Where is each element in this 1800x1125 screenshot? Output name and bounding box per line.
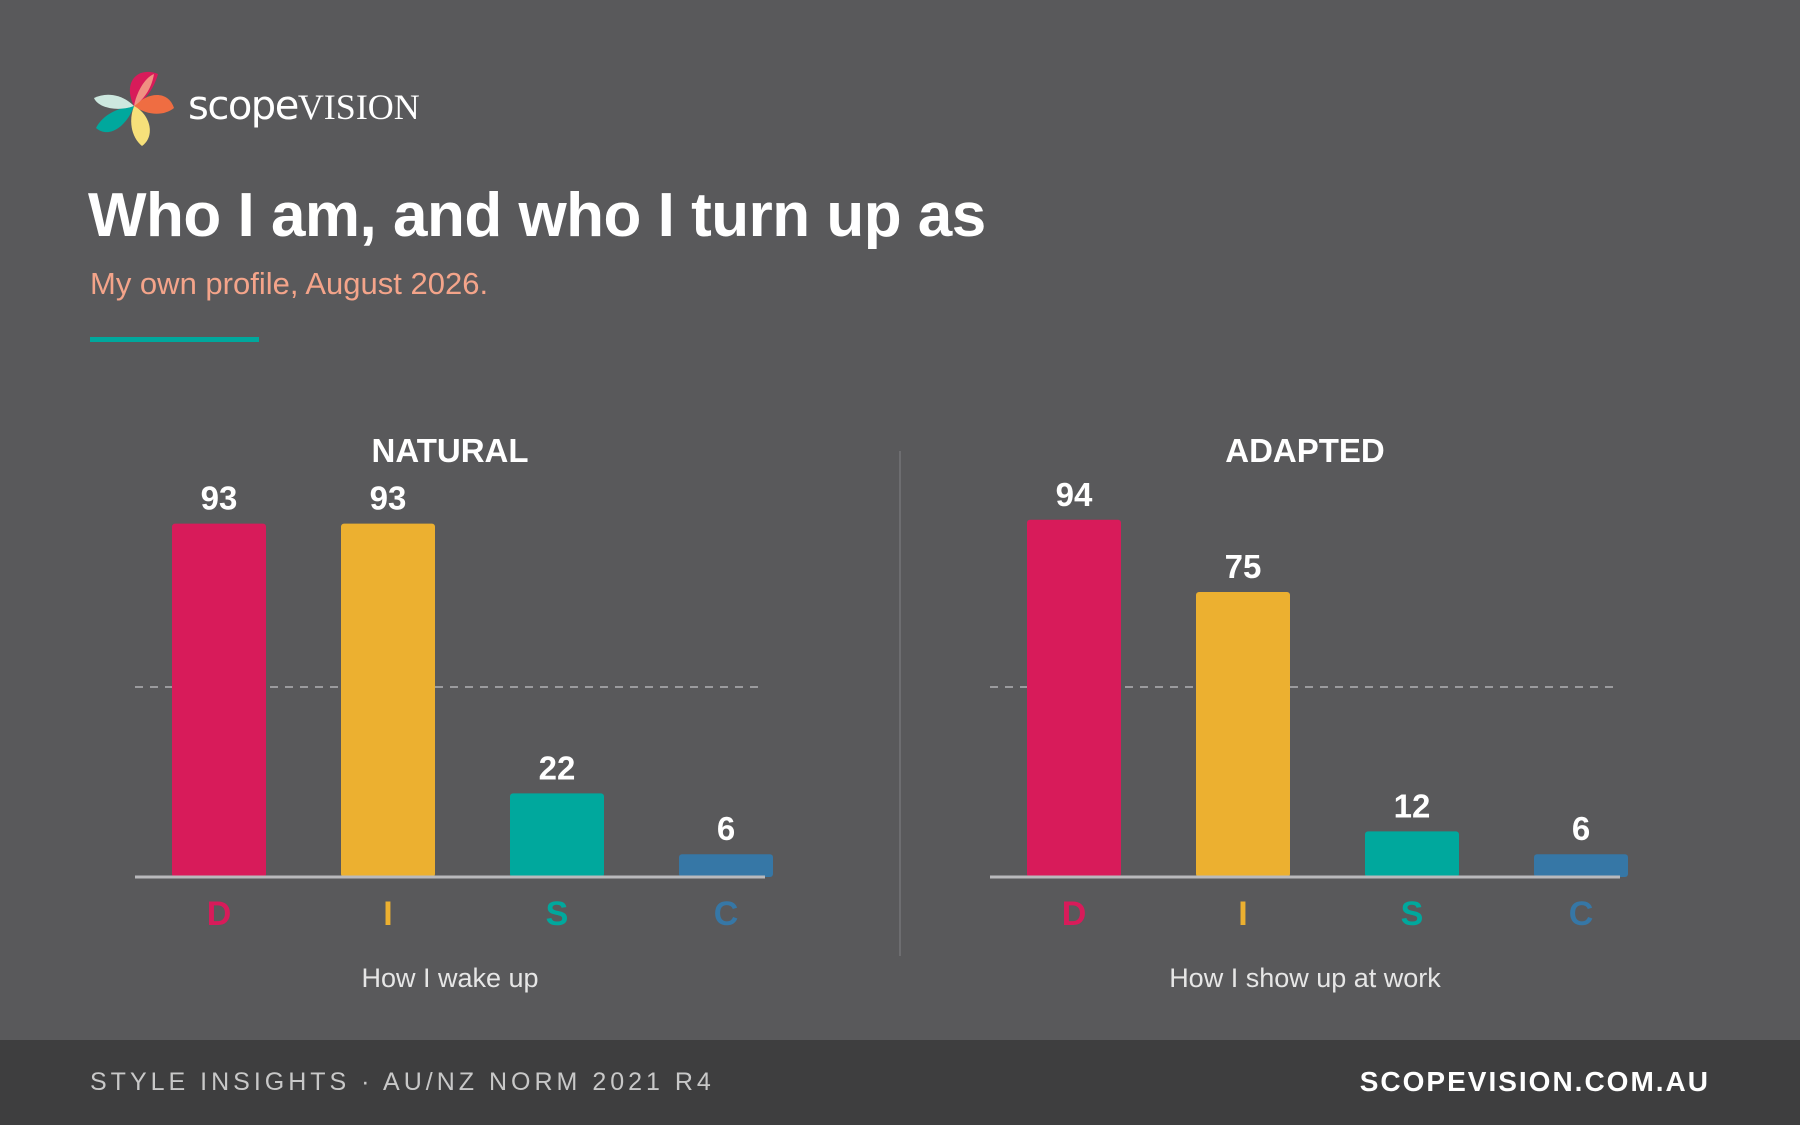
- chart-plot-natural: 93 D 93 I 22 S 6 C: [135, 480, 773, 933]
- chart-adapted: ADAPTED 94 D 75 I 12 S 6 C How I show up at wor…: [945, 420, 1665, 1020]
- data-label: 94: [1056, 476, 1093, 513]
- bar-i: [1196, 592, 1290, 877]
- chart-caption: How I wake up: [361, 963, 539, 993]
- bar-d: [172, 523, 266, 877]
- petal-logo-icon: [94, 71, 174, 146]
- bar-s: [1365, 831, 1459, 877]
- data-label: 93: [370, 480, 407, 517]
- tick-label: S: [546, 895, 569, 933]
- tick-label: I: [383, 895, 392, 933]
- chart-caption: How I show up at work: [1169, 963, 1441, 993]
- tick-label: S: [1401, 895, 1424, 933]
- chart-plot-adapted: 94 D 75 I 12 S 6 C: [990, 476, 1628, 933]
- footer-website: SCOPEVISION.COM.AU: [1359, 1066, 1710, 1097]
- data-label: 93: [201, 480, 238, 517]
- data-label: 6: [1572, 810, 1590, 847]
- footer-norm-label: STYLE INSIGHTS · AU/NZ NORM 2021 R4: [90, 1068, 715, 1096]
- footer-bar: STYLE INSIGHTS · AU/NZ NORM 2021 R4 SCOP…: [0, 1040, 1800, 1125]
- data-label: 75: [1225, 548, 1262, 585]
- data-label: 22: [539, 749, 576, 786]
- data-label: 12: [1394, 787, 1431, 824]
- tick-label: D: [207, 895, 232, 933]
- bar-c: [679, 854, 773, 877]
- tick-label: C: [1569, 895, 1594, 933]
- bar-d: [1027, 519, 1121, 877]
- brand-logo: scopeVISION: [92, 64, 420, 148]
- chart-divider: [899, 451, 901, 956]
- chart-title: ADAPTED: [1225, 432, 1385, 469]
- bar-c: [1534, 854, 1628, 877]
- bar-i: [341, 523, 435, 877]
- data-label: 6: [717, 810, 735, 847]
- tick-label: D: [1062, 895, 1087, 933]
- accent-rule: [90, 337, 259, 342]
- brand-wordmark-part2: VISION: [297, 87, 420, 127]
- tick-label: I: [1238, 895, 1247, 933]
- chart-title: NATURAL: [371, 432, 529, 469]
- page-subtitle: My own profile, August 2026.: [90, 266, 489, 301]
- bar-s: [510, 793, 604, 877]
- brand-wordmark-part1: scope: [188, 83, 299, 129]
- chart-natural: NATURAL 93 D 93 I 22 S 6 C How I wake up: [90, 420, 810, 1020]
- page-title: Who I am, and who I turn up as: [88, 181, 986, 250]
- brand-wordmark: scopeVISION: [188, 83, 420, 129]
- tick-label: C: [714, 895, 739, 933]
